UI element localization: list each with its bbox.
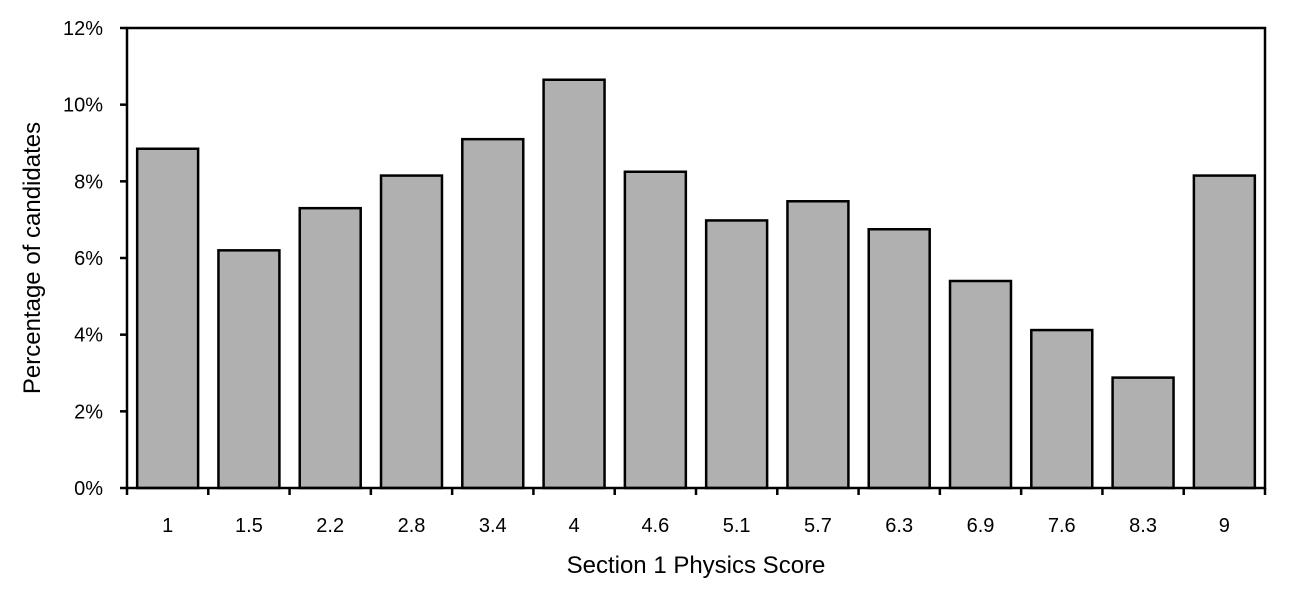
- x-tick-label: 2.8: [398, 515, 426, 537]
- y-axis-title: Percentage of candidates: [19, 122, 46, 394]
- x-tick-label: 7.6: [1048, 515, 1076, 537]
- bar-4: [542, 78, 606, 490]
- y-tick-label: 10%: [63, 95, 103, 117]
- bar-2.2: [298, 206, 362, 490]
- bars-group: [135, 78, 1257, 490]
- x-tick-label: 5.1: [723, 515, 751, 537]
- x-tick-label: 4.6: [641, 515, 669, 537]
- y-tick-label: 2%: [74, 401, 103, 423]
- bar-9: [1192, 174, 1257, 490]
- bar-2.8: [379, 174, 444, 490]
- x-axis-title: Section 1 Physics Score: [567, 552, 826, 579]
- x-tick-label: 3.4: [479, 515, 507, 537]
- x-tick-label: 6.3: [885, 515, 913, 537]
- bar-3.4: [461, 137, 525, 490]
- bar-1.5: [217, 249, 281, 490]
- x-tick-label: 6.9: [967, 515, 995, 537]
- y-tick-label: 12%: [63, 18, 103, 40]
- bar-5.7: [786, 200, 850, 490]
- x-tick-label: 2.2: [316, 515, 344, 537]
- bar-8.3: [1111, 376, 1175, 490]
- x-tick-label: 5.7: [804, 515, 832, 537]
- bar-1: [135, 147, 200, 490]
- y-tick-label: 6%: [74, 248, 103, 270]
- bar-6.9: [948, 279, 1013, 490]
- tick-labels-group: 1 1.5 2.2 2.8 3.4 4 4.6 5.1 5.7 6.3 6.9 7.6 8.3 9 0% 2%…: [63, 18, 1230, 537]
- bar-6.3: [867, 228, 931, 490]
- bar-7.6: [1030, 328, 1094, 490]
- bar-4.6: [623, 170, 688, 490]
- y-tick-label: 4%: [74, 325, 103, 347]
- y-tick-label: 0%: [74, 478, 103, 500]
- x-tick-label: 1: [162, 515, 173, 537]
- x-tick-label: 4: [569, 515, 580, 537]
- x-tick-label: 1.5: [235, 515, 263, 537]
- y-tick-label: 8%: [74, 171, 103, 193]
- plot-frame: [125, 26, 1267, 490]
- x-tick-label: 9: [1219, 515, 1230, 537]
- x-tick-label: 8.3: [1129, 515, 1157, 537]
- bar-5.1: [704, 219, 769, 490]
